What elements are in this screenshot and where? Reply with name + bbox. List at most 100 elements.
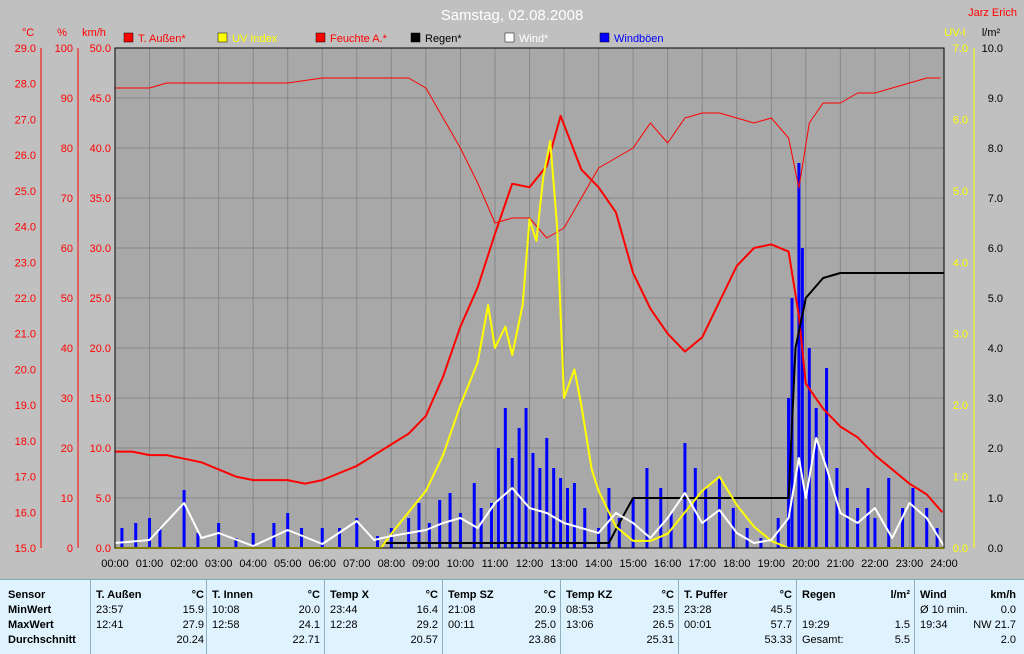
x-tick-label: 04:00 [239, 558, 267, 570]
cell-time: 12:41 [96, 619, 124, 631]
x-tick-label: 08:00 [378, 558, 406, 570]
x-tick-label: 00:00 [101, 558, 129, 570]
axis-tick-label-rain: 0.0 [988, 543, 1003, 555]
column-separator [442, 580, 443, 654]
column-header: T. Außen [96, 589, 142, 601]
axis-tick-label-humidity: 0 [67, 543, 73, 555]
x-tick-label: 06:00 [308, 558, 336, 570]
axis-tick-label-temp: 21.0 [15, 329, 36, 341]
x-tick-label: 11:00 [482, 558, 509, 570]
column-separator [796, 580, 797, 654]
axis-tick-label-rain: 4.0 [988, 343, 1003, 355]
axis-tick-label-wind: 40.0 [90, 143, 111, 155]
column-unit: km/h [990, 589, 1016, 601]
axis-tick-label-temp: 25.0 [15, 186, 36, 198]
series-line-1 [115, 77, 941, 239]
cell-value: 22.71 [292, 634, 320, 646]
legend-label: T. Außen* [138, 33, 186, 45]
axis-unit-rain: l/m² [982, 27, 1001, 39]
cell-value: 23.86 [528, 634, 556, 646]
axis-tick-label-wind: 30.0 [90, 243, 111, 255]
author-label: Jarz Erich [968, 7, 1017, 19]
x-tick-label: 23:00 [896, 558, 924, 570]
column-unit: °C [779, 589, 792, 601]
column-separator [324, 580, 325, 654]
row-label: MinWert [8, 604, 52, 616]
axis-tick-label-rain: 5.0 [988, 293, 1003, 305]
legend-label: Windböen [614, 33, 664, 45]
statistics-table: Sensor MinWert MaxWert Durchschnitt T. Außen… [0, 579, 1024, 654]
axis-tick-label-temp: 15.0 [15, 543, 36, 555]
cell-value: 20.24 [176, 634, 204, 646]
x-tick-label: 13:00 [550, 558, 578, 570]
axis-tick-label-wind: 50.0 [90, 43, 111, 55]
cell-value: 1.5 [894, 619, 910, 631]
x-tick-label: 10:00 [447, 558, 475, 570]
cell-value: 16.4 [416, 604, 438, 616]
cell-value: 25.0 [534, 619, 556, 631]
column-header: T. Innen [212, 589, 253, 601]
cell-value: 25.31 [646, 634, 674, 646]
cell-time: 08:53 [566, 604, 594, 616]
legend-label: UV Index [232, 33, 278, 45]
axis-tick-label-wind: 20.0 [90, 343, 111, 355]
x-tick-label: 02:00 [170, 558, 198, 570]
column-unit: °C [307, 589, 320, 601]
x-tick-label: 12:00 [516, 558, 544, 570]
cell-time: 23:28 [684, 604, 712, 616]
column-unit: l/m² [890, 589, 910, 601]
column-header: T. Puffer [684, 589, 728, 601]
x-tick-label: 17:00 [688, 558, 716, 570]
axes-group: °C 15.0 16.0 17.0 18.0 19.0 20.0 21.0 22.0 23.0 24… [15, 27, 1003, 570]
column-header: Temp KZ [566, 589, 613, 601]
cell-value: 53.33 [764, 634, 792, 646]
axis-tick-label-wind: 15.0 [90, 393, 111, 405]
x-tick-label: 15:00 [619, 558, 647, 570]
cell-time: Gesamt: [802, 634, 844, 646]
series-line-4 [114, 437, 945, 547]
legend-swatch [217, 32, 228, 43]
cell-value: 26.5 [652, 619, 674, 631]
axis-tick-label-temp: 22.0 [15, 293, 36, 305]
axis-tick-label-wind: 10.0 [90, 443, 111, 455]
legend-swatch [504, 32, 515, 43]
axis-tick-label-humidity: 10 [61, 493, 73, 505]
axis-tick-label-uv: 4.0 [953, 257, 968, 269]
cell-time: 12:28 [330, 619, 358, 631]
column-separator [90, 580, 91, 654]
column-header: Regen [802, 589, 836, 601]
cell-time: 19:29 [802, 619, 830, 631]
x-tick-label: 19:00 [758, 558, 786, 570]
chart-legend: T. Außen* UV Index Feuchte A.* Regen* Wind* W… [123, 32, 664, 45]
x-tick-label: 09:00 [412, 558, 440, 570]
axis-tick-label-rain: 3.0 [988, 393, 1003, 405]
column-separator [560, 580, 561, 654]
cell-value: 45.5 [770, 604, 792, 616]
cell-time: Ø 10 min. [920, 604, 968, 616]
axis-tick-label-wind: 5.0 [96, 493, 111, 505]
column-header: Temp SZ [448, 589, 494, 601]
axis-tick-label-wind: 35.0 [90, 193, 111, 205]
axis-tick-label-temp: 27.0 [15, 114, 36, 126]
series-group [114, 77, 945, 549]
axis-tick-label-wind: 45.0 [90, 93, 111, 105]
x-tick-label: 24:00 [930, 558, 958, 570]
axis-tick-label-uv: 6.0 [953, 114, 968, 126]
x-tick-label: 07:00 [343, 558, 371, 570]
cell-time: 19:34 [920, 619, 948, 631]
axis-tick-label-rain: 9.0 [988, 93, 1003, 105]
column-separator [678, 580, 679, 654]
column-separator [206, 580, 207, 654]
cell-value: 5.5 [894, 634, 910, 646]
cell-value: 2.0 [1000, 634, 1016, 646]
axis-unit-wind: km/h [82, 27, 106, 39]
weather-chart: Samstag, 02.08.2008 Jarz Erich T. Außen*… [14, 7, 1017, 570]
cell-time: 00:11 [448, 619, 475, 631]
cell-time: 13:06 [566, 619, 594, 631]
legend-label: Feuchte A.* [330, 33, 388, 45]
column-header: Wind [920, 589, 947, 601]
cell-value: 20.57 [410, 634, 438, 646]
axis-tick-label-temp: 23.0 [15, 257, 36, 269]
x-tick-label: 21:00 [827, 558, 855, 570]
cell-value: 29.2 [416, 619, 438, 631]
